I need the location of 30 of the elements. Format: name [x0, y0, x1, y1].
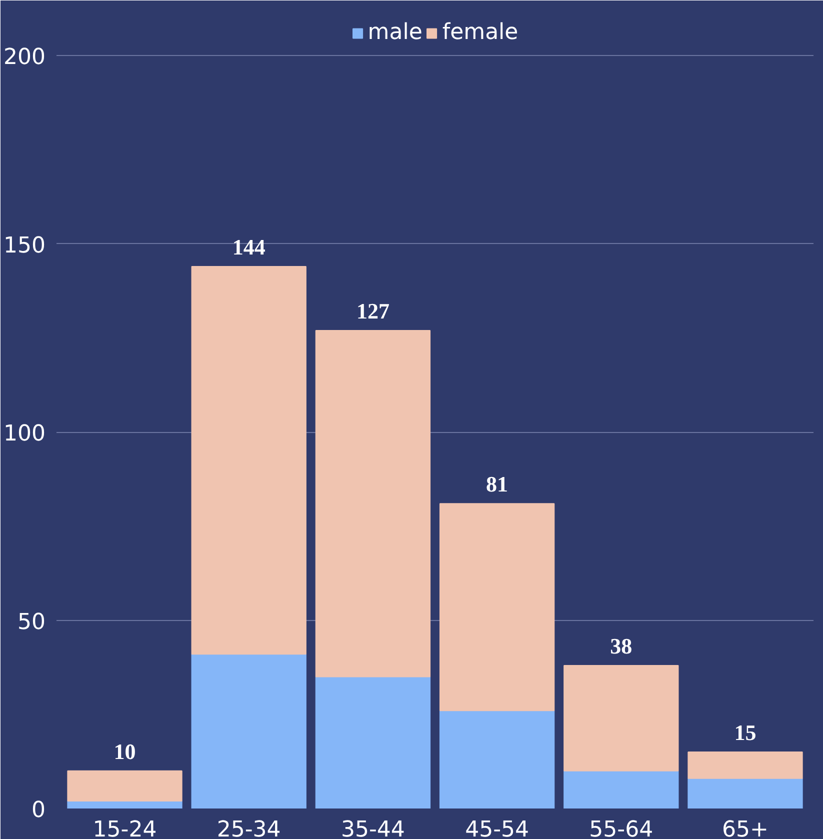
y-tick-label: 50 — [18, 610, 46, 635]
bar — [315, 330, 431, 678]
y-tick-label: 150 — [4, 233, 46, 258]
bar — [688, 752, 803, 779]
bar — [439, 503, 555, 712]
total-label: 81 — [486, 472, 508, 497]
x-tick-label: 25-34 — [216, 818, 281, 839]
bar — [315, 676, 431, 808]
y-tick-label: 200 — [4, 45, 46, 70]
bar — [439, 710, 555, 808]
total-label: 144 — [232, 234, 266, 260]
x-tick-label: 55-64 — [589, 818, 654, 839]
y-tick-label: 0 — [32, 798, 46, 823]
bar — [688, 778, 803, 808]
x-tick-label: 45-54 — [465, 818, 530, 839]
total-label: 127 — [356, 298, 390, 324]
bar — [67, 770, 182, 802]
bar — [191, 266, 306, 655]
bar — [564, 664, 679, 772]
bar — [564, 770, 679, 808]
x-tick-label: 65+ — [722, 818, 768, 839]
total-label: 10 — [114, 738, 136, 764]
total-label: 15 — [734, 720, 756, 746]
total-label: 38 — [610, 633, 632, 658]
bar — [191, 654, 306, 808]
x-tick-label: 35-44 — [340, 818, 405, 839]
legend-label: male — [368, 20, 422, 45]
x-tick-label: 15-24 — [92, 818, 157, 839]
legend-label: female — [442, 20, 518, 45]
y-tick-label: 100 — [4, 422, 46, 447]
